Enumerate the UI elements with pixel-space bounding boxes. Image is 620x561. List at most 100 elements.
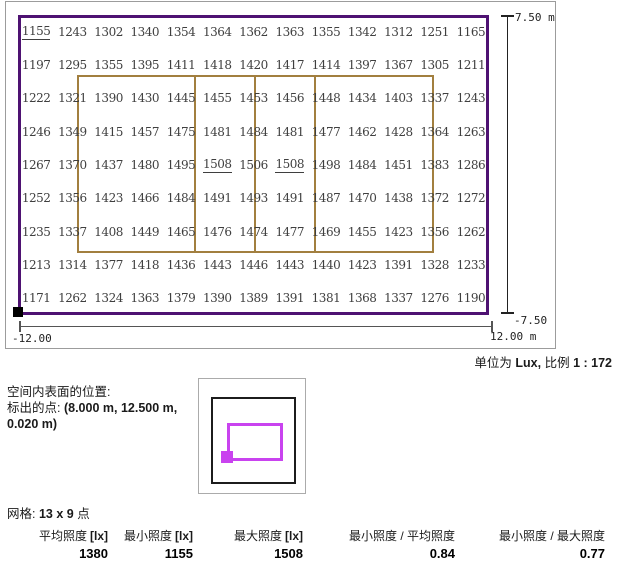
grid-value: 1314 bbox=[58, 257, 87, 272]
dimension-label-right: 12.00 m bbox=[490, 330, 537, 343]
grid-value: 1455 bbox=[347, 224, 377, 239]
thumbnail-surface-outline bbox=[227, 423, 283, 461]
grid-value: 1395 bbox=[130, 57, 160, 72]
grid-value: 1243 bbox=[58, 24, 87, 39]
grid-value: 1368 bbox=[347, 291, 377, 306]
thumbnail-room-outline bbox=[211, 397, 296, 484]
grid-value: 1389 bbox=[239, 291, 268, 306]
scale-value: 1 : 172 bbox=[573, 356, 612, 370]
grid-value: 1211 bbox=[456, 57, 486, 72]
grid-value: 1508 bbox=[202, 156, 232, 173]
grid-value: 1403 bbox=[384, 91, 413, 106]
grid-value: 1443 bbox=[202, 257, 232, 272]
grid-value: 1355 bbox=[311, 24, 341, 39]
grid-value: 1491 bbox=[202, 191, 232, 206]
grid-value: 1391 bbox=[275, 291, 304, 306]
grid-value: 1155 bbox=[21, 23, 51, 40]
grid-value: 1428 bbox=[384, 124, 413, 139]
grid-value: 1340 bbox=[130, 24, 160, 39]
dimension-label-left: -12.00 bbox=[12, 332, 52, 345]
grid-value: 1430 bbox=[130, 91, 160, 106]
grid-value: 1465 bbox=[166, 224, 196, 239]
stat-label: 最小照度 [lx] bbox=[123, 529, 193, 543]
grid-value: 1495 bbox=[166, 157, 196, 172]
origin-marker bbox=[13, 307, 23, 317]
grid-value: 1436 bbox=[166, 257, 196, 272]
grid-value: 1381 bbox=[311, 291, 341, 306]
grid-value: 1453 bbox=[239, 91, 268, 106]
grid-value: 1324 bbox=[94, 291, 123, 306]
stat-min-illuminance: 最小照度 [lx] 1155 bbox=[124, 527, 193, 561]
grid-value: 1370 bbox=[58, 157, 87, 172]
grid-value: 1481 bbox=[275, 124, 304, 139]
grid-value: 1418 bbox=[202, 57, 232, 72]
grid-value: 1487 bbox=[311, 191, 341, 206]
grid-value: 1445 bbox=[166, 91, 196, 106]
grid-value: 1449 bbox=[130, 224, 160, 239]
vertical-dimension-tick-bottom bbox=[501, 312, 514, 314]
field-divider-line bbox=[194, 75, 196, 253]
stat-value: 0.77 bbox=[579, 546, 605, 561]
grid-value: 1397 bbox=[347, 57, 377, 72]
marked-point-value: (8.000 m, 12.500 m, bbox=[63, 401, 178, 415]
grid-value: 1390 bbox=[202, 291, 232, 306]
marked-point-label: 标出的点: bbox=[7, 401, 61, 415]
grid-info-value: 13 x 9 bbox=[38, 507, 74, 521]
grid-info-line: 网格: 13 x 9 点 bbox=[7, 503, 90, 522]
grid-value: 1233 bbox=[456, 257, 486, 272]
grid-value: 1251 bbox=[420, 24, 449, 39]
grid-value: 1414 bbox=[311, 57, 341, 72]
stat-label: 最小照度 / 平均照度 bbox=[348, 529, 455, 543]
grid-value: 1457 bbox=[130, 124, 160, 139]
grid-value: 1367 bbox=[384, 57, 413, 72]
grid-value: 1508 bbox=[275, 156, 304, 173]
grid-value: 1355 bbox=[94, 57, 123, 72]
grid-value: 1466 bbox=[130, 191, 160, 206]
grid-value: 1476 bbox=[202, 224, 232, 239]
grid-value: 1342 bbox=[347, 24, 377, 39]
grid-value: 1235 bbox=[21, 224, 51, 239]
horizontal-dimension-tick-left bbox=[19, 321, 21, 332]
stat-min-max-ratio: 最小照度 / 最大照度 0.77 bbox=[499, 527, 605, 561]
grid-value: 1448 bbox=[311, 91, 341, 106]
plan-frame: 1155 1243 1302 1340 1354 1364 1362 1363 1355 1342… bbox=[5, 1, 556, 349]
units-scale-line: 单位为 Lux, 比例 1 : 172 bbox=[474, 352, 612, 371]
grid-value: 1408 bbox=[94, 224, 123, 239]
scale-label: 比例 bbox=[544, 356, 570, 370]
grid-value: 1246 bbox=[21, 124, 51, 139]
grid-value: 1420 bbox=[239, 57, 268, 72]
grid-value: 1305 bbox=[420, 57, 449, 72]
grid-value: 1418 bbox=[130, 257, 160, 272]
illuminance-value-grid: 1155 1243 1302 1340 1354 1364 1362 1363 1355 1342… bbox=[18, 15, 489, 315]
field-divider-line bbox=[254, 75, 256, 253]
grid-value: 1484 bbox=[166, 191, 196, 206]
stat-value: 1380 bbox=[79, 546, 108, 561]
grid-value: 1364 bbox=[202, 24, 232, 39]
grid-value: 1491 bbox=[275, 191, 304, 206]
grid-value: 1456 bbox=[275, 91, 304, 106]
grid-value: 1423 bbox=[94, 191, 123, 206]
units-value: Lux, bbox=[515, 356, 542, 370]
stat-value: 1155 bbox=[164, 546, 193, 561]
thumbnail-marked-point bbox=[221, 451, 233, 463]
grid-value: 1362 bbox=[239, 24, 268, 39]
grid-value: 1423 bbox=[347, 257, 377, 272]
surface-info-line3: 0.020 m) bbox=[7, 416, 197, 432]
grid-info-prefix: 网格: bbox=[7, 507, 36, 521]
grid-value: 1440 bbox=[311, 257, 341, 272]
grid-value: 1377 bbox=[94, 257, 123, 272]
grid-value: 1474 bbox=[239, 224, 268, 239]
grid-value: 1506 bbox=[239, 157, 268, 172]
grid-value: 1417 bbox=[275, 57, 304, 72]
grid-value: 1451 bbox=[384, 157, 413, 172]
stat-label: 平均照度 [lx] bbox=[38, 529, 108, 543]
grid-value: 1286 bbox=[456, 157, 486, 172]
grid-value: 1383 bbox=[420, 157, 449, 172]
grid-value: 1321 bbox=[58, 91, 87, 106]
grid-value: 1470 bbox=[347, 191, 377, 206]
grid-value: 1484 bbox=[347, 157, 377, 172]
grid-value: 1475 bbox=[166, 124, 196, 139]
grid-value: 1222 bbox=[21, 91, 51, 106]
grid-value: 1190 bbox=[456, 291, 486, 306]
grid-value: 1363 bbox=[275, 24, 304, 39]
